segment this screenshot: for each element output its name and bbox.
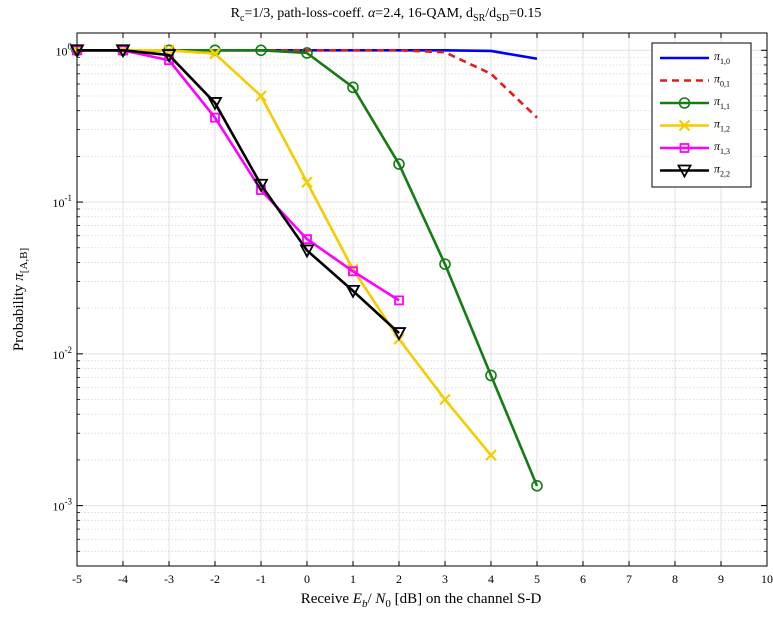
legend-marker (678, 119, 691, 132)
legend-label: π1,1 (714, 94, 730, 111)
legend-marker (679, 143, 690, 153)
x-tick-label: 7 (626, 572, 632, 586)
legend-item: π1,2 (660, 117, 730, 134)
x-tick-label: -4 (118, 572, 128, 586)
y-tick-label: 10-1 (53, 193, 73, 210)
series-1-2 (71, 44, 497, 461)
data-point (302, 234, 312, 245)
x-tick-label: -2 (210, 572, 220, 586)
x-tick-label: 0 (304, 572, 310, 586)
x-tick-label: -1 (256, 572, 266, 586)
data-point (345, 284, 361, 299)
data-point (531, 480, 543, 492)
legend: π1,0 π0,1 π1,1 π1,2 π1,3 π2,2 (651, 42, 752, 188)
data-point (348, 266, 358, 277)
series-layer (69, 44, 543, 492)
series-line (77, 48, 400, 335)
legend-marker (676, 164, 693, 179)
legend-label: π1,2 (714, 117, 730, 134)
legend-label: π0,1 (714, 72, 730, 89)
data-point (299, 244, 315, 259)
x-tick-label: -5 (72, 572, 82, 586)
data-point (207, 97, 223, 111)
data-point (253, 178, 269, 193)
x-tick-label: 1 (350, 572, 356, 586)
data-point (301, 176, 313, 189)
data-point (347, 81, 359, 94)
data-point (115, 44, 131, 59)
x-tick-label: 2 (396, 572, 402, 586)
legend-label: π2,2 (714, 162, 730, 179)
legend-item: π1,0 (660, 49, 730, 66)
data-point (439, 393, 451, 406)
legend-item: π0,1 (660, 72, 730, 89)
y-axis-label: Probability π[A,B] (11, 248, 30, 351)
data-point (394, 295, 404, 306)
data-point (210, 112, 220, 123)
y-tick-label: 100 (56, 41, 73, 58)
legend-label: π1,3 (714, 139, 730, 156)
x-tick-label: 10 (761, 572, 773, 586)
legend-marker (678, 97, 691, 109)
legend-item: π1,3 (660, 139, 730, 156)
data-point (393, 158, 405, 170)
chart-title: Rc=1/3, path-loss-coeff. α=2.4, 16-QAM, … (231, 6, 542, 24)
data-point (209, 47, 221, 60)
legend-box (651, 42, 752, 188)
data-point (391, 327, 407, 341)
data-point (161, 49, 177, 63)
data-point (255, 44, 267, 57)
data-point (439, 258, 451, 270)
series-line (77, 48, 493, 456)
data-point (485, 369, 497, 382)
data-point (301, 47, 313, 59)
x-tick-label: 9 (718, 572, 724, 586)
x-tick-label: 8 (672, 572, 678, 586)
legend-item: π2,2 (660, 162, 730, 179)
x-tick-label: 6 (580, 572, 586, 586)
ticks: -5 -4 -3 -2 -1 0 1 2 3 4 5 6 7 8 9 10 10-3 10-2 10-1 100 (53, 33, 773, 586)
legend-label: π1,0 (714, 49, 730, 66)
data-point (485, 449, 497, 461)
x-tick-label: -3 (164, 572, 174, 586)
x-tick-label: 5 (534, 572, 540, 586)
plot-frame (76, 32, 768, 567)
x-tick-label: 3 (442, 572, 448, 586)
y-tick-label: 10-2 (53, 345, 73, 362)
y-tick-label: 10-3 (53, 497, 73, 514)
x-axis-label: Receive Eb/ N0 [dB] on the channel S-D (301, 591, 542, 610)
x-tick-label: 4 (488, 572, 494, 586)
legend-item: π1,1 (660, 94, 730, 111)
data-point (255, 90, 267, 102)
